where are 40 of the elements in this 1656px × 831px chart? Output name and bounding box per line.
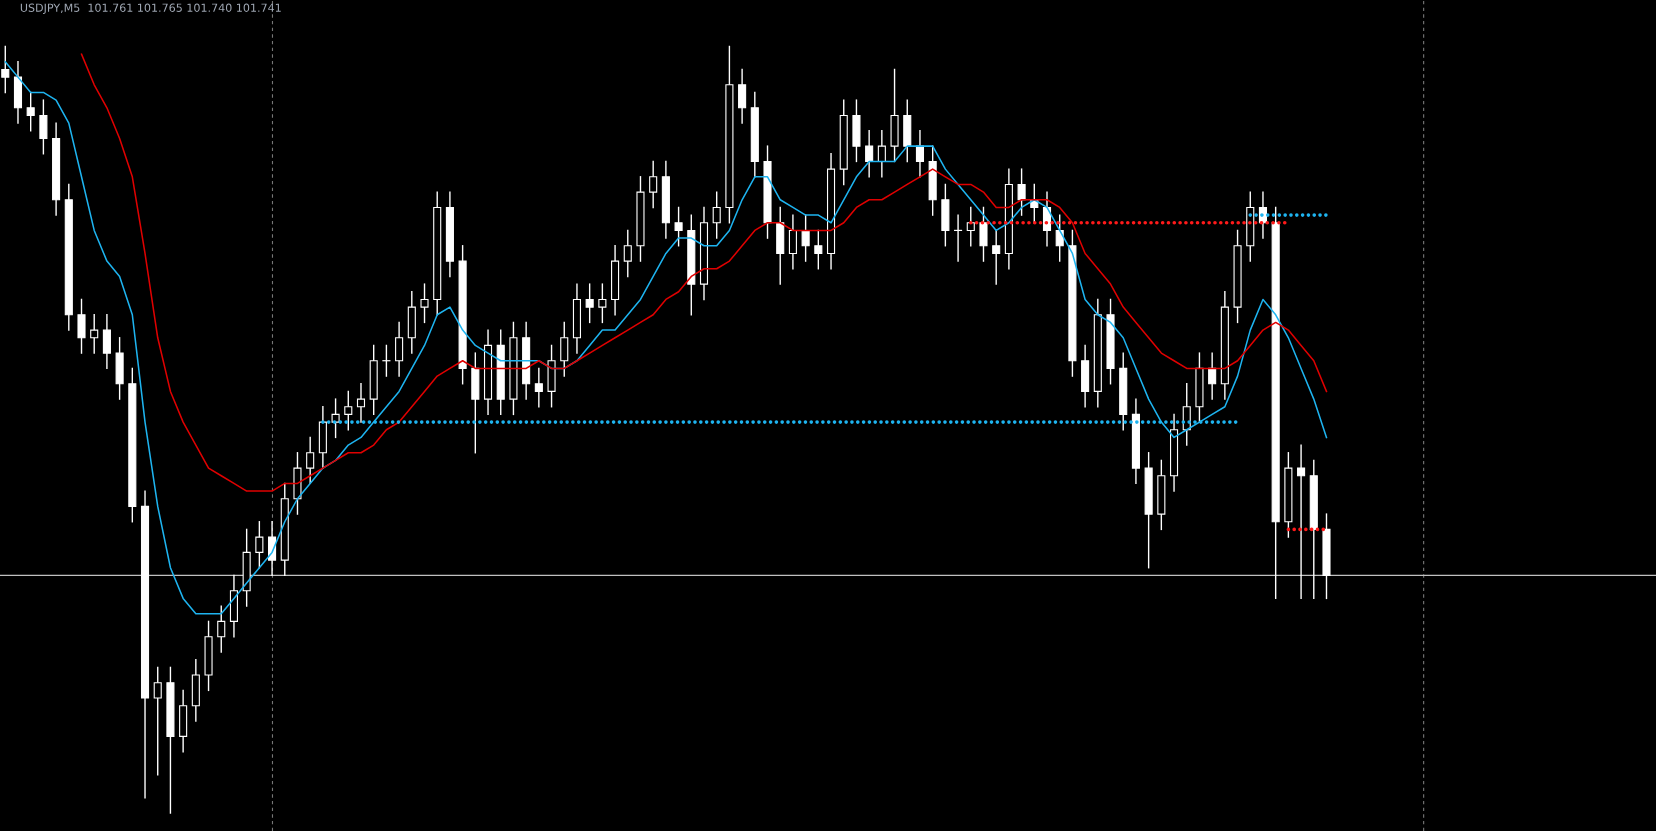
- candlestick: [395, 321, 404, 377]
- candlestick: [712, 191, 721, 239]
- candlestick: [877, 130, 886, 178]
- candlestick: [649, 160, 658, 209]
- candlestick: [90, 314, 99, 354]
- candlestick: [26, 91, 35, 132]
- candlestick: [674, 206, 683, 247]
- candlestick: [153, 666, 162, 776]
- candlestick: [420, 283, 429, 324]
- candlestick: [102, 314, 111, 370]
- candlestick: [915, 130, 925, 178]
- candlestick: [306, 436, 315, 485]
- candlestick: [954, 214, 963, 262]
- candlestick: [77, 298, 86, 354]
- candlestick: [356, 383, 366, 423]
- candlestick: [344, 390, 353, 431]
- candlestick: [217, 605, 226, 653]
- candlestick: [788, 214, 797, 270]
- candlestick: [560, 321, 569, 377]
- candlestick: [1017, 168, 1026, 216]
- candlestick: [268, 521, 277, 577]
- candlestick: [738, 68, 747, 124]
- candlestick: [585, 283, 594, 324]
- candlestick: [598, 283, 607, 324]
- candlestick: [1297, 444, 1306, 600]
- candlestick: [255, 521, 264, 569]
- candlestick: [992, 229, 1001, 285]
- candlestick: [979, 206, 988, 262]
- candlestick: [1208, 352, 1217, 400]
- candlestick: [865, 130, 874, 178]
- candlestick: [39, 99, 48, 155]
- candlestick: [623, 229, 632, 278]
- candlestick: [1, 45, 10, 94]
- candlestick: [814, 229, 823, 270]
- candlestick: [966, 206, 975, 247]
- candlestick: [801, 214, 810, 262]
- candlestick: [534, 367, 543, 408]
- candlestick: [331, 398, 340, 439]
- candlestick: [382, 344, 391, 377]
- chart-title: USDJPY,M5 101.761 101.765 101.740 101.741: [20, 3, 281, 14]
